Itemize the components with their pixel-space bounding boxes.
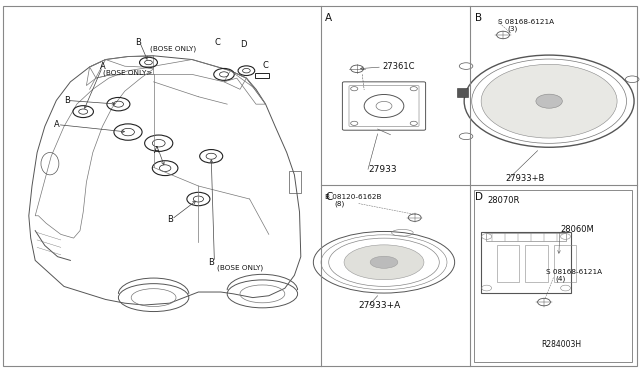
- Text: A: A: [54, 120, 60, 129]
- Bar: [255, 73, 269, 78]
- Text: 27933: 27933: [368, 165, 397, 174]
- Bar: [474, 190, 632, 362]
- Text: B: B: [166, 215, 173, 224]
- Text: C: C: [214, 38, 221, 47]
- Text: B: B: [475, 13, 482, 23]
- Bar: [289, 171, 301, 193]
- Text: 28070R: 28070R: [488, 196, 520, 205]
- Text: B: B: [208, 258, 214, 267]
- Text: A: A: [325, 13, 332, 23]
- Text: (3): (3): [508, 25, 518, 32]
- Text: (BOSE ONLY>: (BOSE ONLY>: [103, 69, 153, 76]
- Text: B: B: [134, 38, 141, 47]
- Text: A: A: [154, 146, 159, 155]
- Text: B 08120-6162B: B 08120-6162B: [325, 194, 381, 200]
- Ellipse shape: [536, 94, 563, 108]
- Text: (8): (8): [334, 201, 344, 207]
- Text: (BOSE ONLY): (BOSE ONLY): [150, 45, 196, 52]
- Bar: [486, 233, 566, 241]
- Text: S 08168-6121A: S 08168-6121A: [546, 269, 602, 275]
- Text: C: C: [325, 192, 333, 202]
- Bar: [525, 245, 548, 282]
- Text: 27361C: 27361C: [382, 62, 415, 71]
- Text: 27933+B: 27933+B: [506, 174, 545, 183]
- Ellipse shape: [481, 64, 617, 138]
- Text: 28060M: 28060M: [560, 225, 594, 234]
- Ellipse shape: [370, 256, 398, 268]
- Text: A: A: [100, 62, 105, 71]
- Text: (4): (4): [556, 275, 566, 282]
- Bar: [554, 245, 576, 282]
- Text: D: D: [475, 192, 483, 202]
- Text: S 08168-6121A: S 08168-6121A: [498, 19, 554, 25]
- Text: B: B: [64, 96, 70, 105]
- Text: C: C: [262, 61, 269, 70]
- Bar: [497, 245, 519, 282]
- Text: (BOSE ONLY): (BOSE ONLY): [217, 264, 263, 271]
- Text: D: D: [240, 40, 246, 49]
- Text: 27933+A: 27933+A: [358, 301, 401, 310]
- Text: R284003H: R284003H: [541, 340, 581, 349]
- Ellipse shape: [344, 245, 424, 280]
- Bar: [457, 88, 468, 97]
- Bar: [481, 231, 571, 293]
